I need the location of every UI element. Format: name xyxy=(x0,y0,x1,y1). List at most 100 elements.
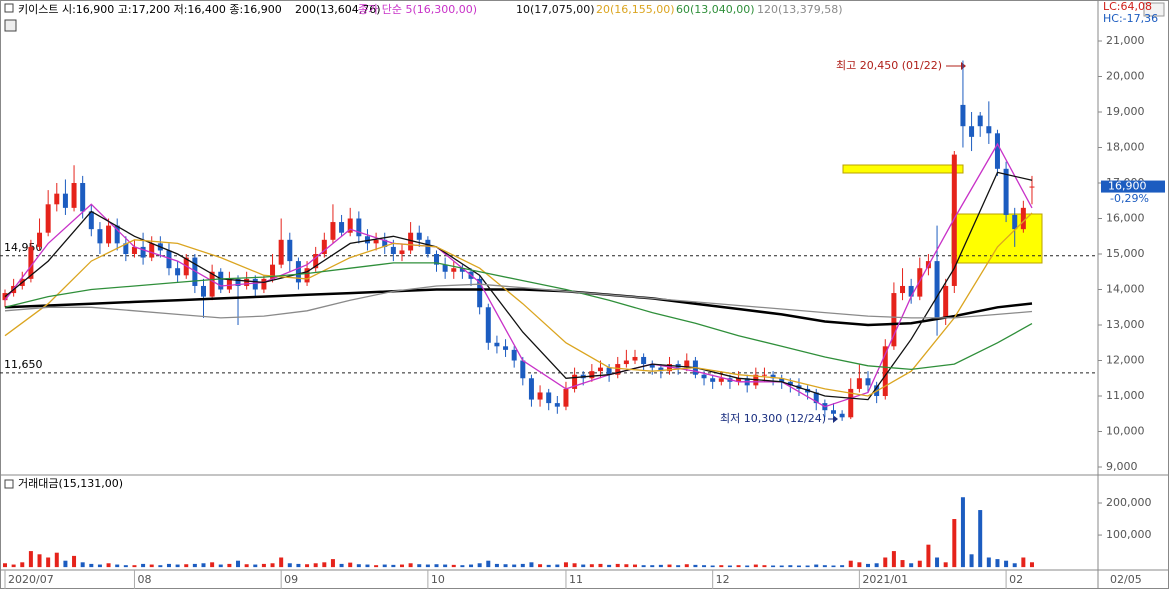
y-tick-label: 10,000 xyxy=(1106,425,1145,438)
volume-bar xyxy=(451,564,456,568)
candle-body xyxy=(891,293,897,347)
min-arrow-head xyxy=(833,415,838,423)
max-annotation: 최고 20,450 (01/22) xyxy=(836,59,942,72)
volume-bar xyxy=(37,554,42,568)
volume-bar xyxy=(80,562,85,568)
candle-body xyxy=(408,232,414,251)
candle-body xyxy=(45,204,51,233)
volume-bar xyxy=(943,562,948,568)
volume-bar xyxy=(736,565,741,568)
volume-bar xyxy=(494,563,499,568)
candle-body xyxy=(166,250,172,269)
settings-icon[interactable] xyxy=(1143,2,1165,17)
volume-bar xyxy=(960,497,965,568)
candle-body xyxy=(649,364,655,368)
y-tick-label: 19,000 xyxy=(1106,105,1145,118)
volume-bar xyxy=(227,563,232,568)
volume-bar xyxy=(667,564,672,568)
candle-body xyxy=(503,346,509,350)
candle-body xyxy=(520,360,526,379)
reference-label: 14,950 xyxy=(4,241,43,254)
volume-bar xyxy=(978,510,983,568)
volume-bar xyxy=(779,565,784,568)
volume-bar xyxy=(624,564,629,568)
volume-bar xyxy=(46,557,51,568)
volume-bar xyxy=(1012,563,1017,568)
volume-bar xyxy=(391,564,396,568)
volume-bar xyxy=(356,564,361,568)
volume-bar xyxy=(3,563,8,568)
volume-bar xyxy=(175,564,180,568)
y-tick-label: 18,000 xyxy=(1106,141,1145,154)
volume-bar xyxy=(727,565,732,568)
candle-body xyxy=(977,115,983,127)
candle-body xyxy=(261,278,267,290)
volume-bar xyxy=(676,565,681,568)
candle-body xyxy=(106,225,112,244)
volume-bar xyxy=(520,563,525,568)
candle-body xyxy=(589,371,595,379)
volume-bar xyxy=(641,565,646,568)
candle-body xyxy=(736,378,742,382)
x-tick-label: 02 xyxy=(1009,573,1023,586)
candle-body xyxy=(209,271,215,297)
volume-bar xyxy=(796,565,801,568)
candle-body xyxy=(364,236,370,244)
candle-body xyxy=(295,261,301,283)
volume-bar xyxy=(158,565,163,568)
volume-bar xyxy=(417,564,422,568)
menu-icon[interactable] xyxy=(4,3,14,13)
candle-body xyxy=(226,278,232,290)
candle-body xyxy=(235,278,241,286)
volume-bar xyxy=(615,563,620,568)
candle-body xyxy=(641,356,647,365)
grid-icon[interactable] xyxy=(4,19,17,32)
max-arrow-head xyxy=(961,62,966,70)
volume-bar xyxy=(469,564,474,568)
x-tick-label: 2020/07 xyxy=(8,573,54,586)
volume-bar xyxy=(106,563,111,568)
candle-body xyxy=(1029,186,1035,188)
volume-bar xyxy=(218,564,223,568)
ma-line xyxy=(4,142,1033,408)
candle-body xyxy=(218,271,224,290)
candle-body xyxy=(451,268,457,272)
candle-body xyxy=(321,239,327,255)
candle-body xyxy=(149,243,155,258)
volume-bar xyxy=(123,565,128,568)
candle-body xyxy=(718,378,724,382)
volume-bar xyxy=(279,557,284,568)
y-tick-label: 14,000 xyxy=(1106,283,1145,296)
candle-body xyxy=(554,403,560,407)
candle-body xyxy=(761,374,767,376)
candle-body xyxy=(477,278,483,308)
last-price-box xyxy=(1101,180,1165,193)
candle-body xyxy=(969,126,975,137)
volume-bar xyxy=(365,564,370,568)
candle-body xyxy=(1012,214,1018,230)
legend-entry: 20(16,155,00) xyxy=(596,3,675,16)
menu-icon[interactable] xyxy=(4,479,14,489)
candle-body xyxy=(511,349,517,361)
volume-bar xyxy=(97,564,102,568)
volume-bar xyxy=(546,564,551,568)
volume-bar xyxy=(866,563,871,568)
candle-body xyxy=(960,104,966,127)
y-tick-label: 100,000 xyxy=(1106,528,1152,541)
candle-body xyxy=(330,222,336,240)
candle-body xyxy=(304,268,310,283)
volume-bar xyxy=(883,557,888,568)
candle-body xyxy=(2,293,8,301)
volume-bar xyxy=(486,560,491,568)
legend-entry: 60(13,040,00) xyxy=(676,3,755,16)
volume-bar xyxy=(563,562,568,568)
candle-body xyxy=(356,218,362,237)
volume-bar xyxy=(477,563,482,568)
volume-bar xyxy=(598,563,603,568)
candle-body xyxy=(37,232,43,247)
volume-bar xyxy=(926,544,931,568)
lc-label: LC:64,08 xyxy=(1103,0,1152,13)
x-tick-label: 11 xyxy=(569,573,583,586)
y-tick-label: 11,000 xyxy=(1106,389,1145,402)
